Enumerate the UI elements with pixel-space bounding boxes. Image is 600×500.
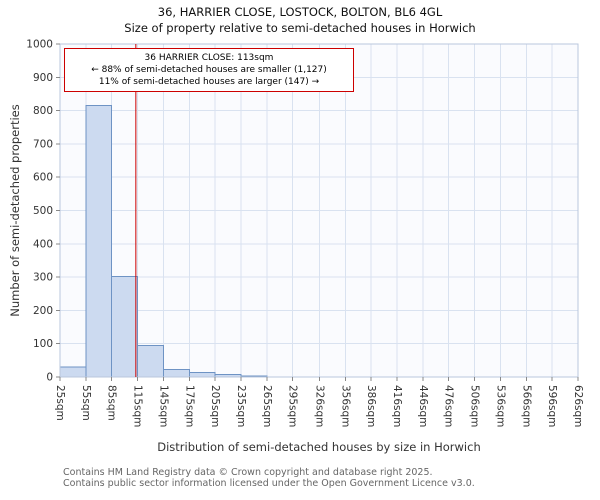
bar (188, 372, 216, 378)
x-tick-label: 145sqm (157, 385, 169, 427)
x-tick-label: 536sqm (494, 385, 506, 427)
y-tick-label: 400 (33, 238, 53, 250)
x-axis: 25sqm 55sqm 85sqm 115sqm 145sqm 175sqm 205sqm 2… (54, 377, 584, 427)
bar (111, 275, 139, 378)
bar (137, 344, 164, 378)
x-tick-label: 626sqm (572, 385, 584, 427)
chart-title: 36, HARRIER CLOSE, LOSTOCK, BOLTON, BL6 … (157, 5, 443, 19)
y-tick-label: 600 (33, 172, 53, 184)
footer: Contains HM Land Registry data © Crown c… (63, 467, 475, 490)
x-tick-label: 566sqm (520, 385, 532, 427)
x-tick-label: 326sqm (313, 385, 325, 427)
y-tick-label: 0 (46, 372, 53, 384)
annotation-larger-stat: 11% of semi-detached houses are larger (… (98, 77, 320, 88)
x-tick-label: 506sqm (469, 385, 481, 427)
x-tick-label: 386sqm (365, 385, 377, 427)
annotation-title: 36 HARRIER CLOSE: 113sqm (144, 53, 274, 63)
y-tick-label: 900 (33, 72, 53, 84)
chart-subtitle: Size of property relative to semi-detach… (124, 21, 476, 35)
x-tick-label: 175sqm (183, 385, 195, 427)
x-tick-label: 85sqm (106, 385, 118, 421)
bar (162, 369, 190, 378)
y-tick-label: 700 (33, 138, 53, 150)
x-tick-label: 356sqm (339, 385, 351, 427)
x-tick-label: 265sqm (261, 385, 273, 427)
x-axis-label: Distribution of semi-detached houses by … (157, 440, 481, 454)
x-tick-label: 235sqm (235, 385, 247, 427)
x-tick-label: 205sqm (209, 385, 221, 427)
y-tick-label: 1000 (26, 39, 53, 51)
x-tick-label: 55sqm (80, 385, 92, 421)
bar (85, 105, 113, 378)
x-tick-label: 596sqm (546, 385, 558, 427)
footer-line-2: Contains public sector information licen… (63, 478, 475, 490)
x-tick-label: 446sqm (417, 385, 429, 427)
marker-annotation-box: 36 HARRIER CLOSE: 113sqm ← 88% of semi-d… (64, 48, 354, 93)
x-tick-label: 115sqm (132, 385, 144, 427)
y-tick-label: 500 (33, 205, 53, 217)
x-tick-label: 25sqm (54, 385, 66, 421)
bar (59, 366, 87, 378)
y-axis: 0 100 200 300 400 500 600 700 800 900 1000 (26, 39, 60, 384)
y-tick-label: 200 (33, 305, 53, 317)
footer-line-1: Contains HM Land Registry data © Crown c… (63, 467, 433, 478)
y-tick-label: 100 (33, 338, 53, 350)
histogram-chart: 0 100 200 300 400 500 600 700 800 900 1000 25sqm 55s… (26, 39, 584, 428)
annotation-smaller-stat: ← 88% of semi-detached houses are smalle… (91, 65, 327, 76)
x-tick-label: 476sqm (443, 385, 455, 427)
x-tick-label: 416sqm (391, 385, 403, 427)
y-tick-label: 300 (33, 272, 53, 284)
x-tick-label: 295sqm (287, 385, 299, 427)
y-tick-label: 800 (33, 105, 53, 117)
